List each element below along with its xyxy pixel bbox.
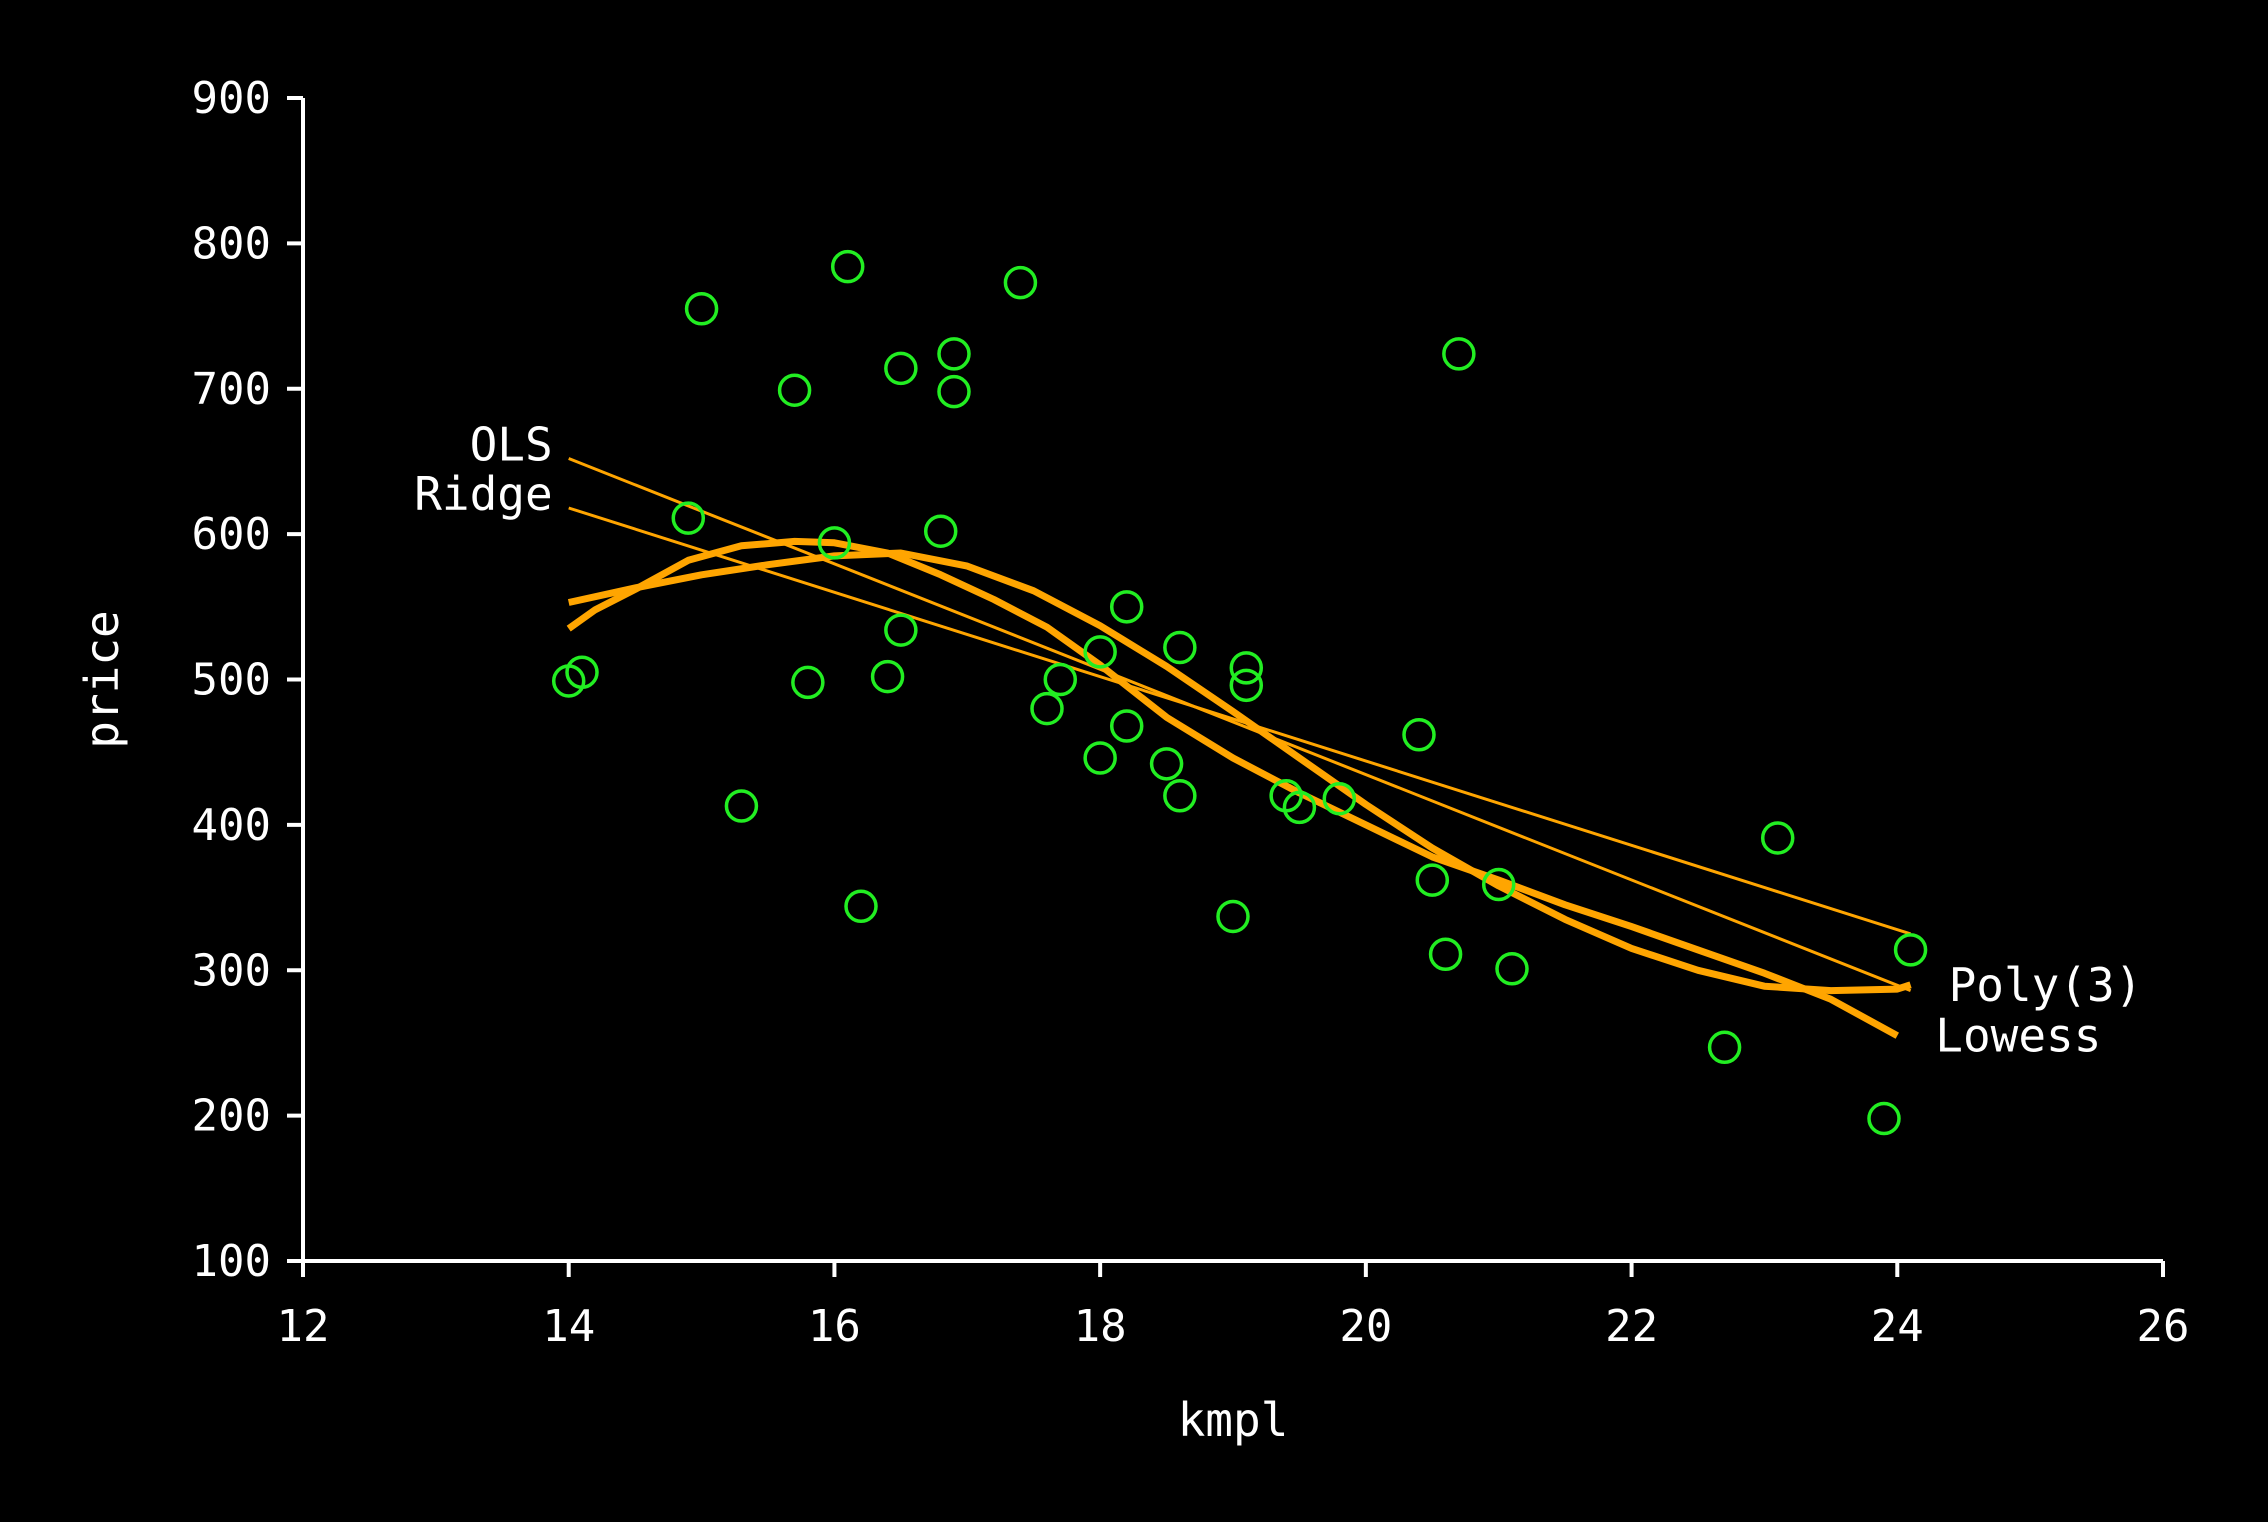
y-tick-label: 800 — [192, 218, 271, 269]
fit-label-lowess: Lowess — [1935, 1009, 2101, 1063]
x-tick-label: 16 — [808, 1301, 861, 1352]
y-tick-label: 300 — [192, 945, 271, 996]
scatter-point — [1442, 337, 1476, 371]
scatter-point — [1707, 1030, 1742, 1065]
scatter-point — [1229, 668, 1264, 703]
fits-layer — [566, 457, 1912, 1039]
fit-label-ols: OLS — [470, 418, 553, 472]
x-tick-label: 12 — [277, 1301, 330, 1352]
scatter-point — [923, 514, 958, 548]
scatter-point — [1893, 933, 1928, 967]
x-tick-label: 14 — [542, 1301, 595, 1352]
scatter-point — [1149, 747, 1184, 781]
y-tick-label: 100 — [192, 1236, 271, 1287]
fit-label-poly-3: Poly(3) — [1949, 958, 2143, 1012]
scatter-point — [565, 655, 599, 689]
scatter-point — [724, 789, 759, 823]
y-tick-label: 900 — [192, 73, 271, 124]
x-tick-label: 20 — [1339, 1301, 1392, 1352]
fit-line-ridge — [568, 506, 1912, 936]
points-layer — [551, 249, 1928, 1136]
x-tick-label: 18 — [1074, 1301, 1127, 1352]
scatter-point — [1495, 952, 1529, 986]
scatter-point — [791, 665, 825, 700]
scatter-point — [1163, 630, 1197, 665]
fit-line-lowess — [566, 537, 1899, 1039]
x-tick-label: 26 — [2137, 1301, 2190, 1352]
x-tick-label: 24 — [1871, 1301, 1924, 1352]
scatter-point — [1216, 899, 1250, 934]
scatter-point — [1043, 662, 1078, 697]
fit-line-ols — [568, 457, 1912, 992]
scatter-point — [1867, 1101, 1901, 1136]
x-axis-title: kmpl — [1178, 1393, 1289, 1447]
scatter-point — [1481, 867, 1516, 902]
x-tick-label: 22 — [1605, 1301, 1658, 1352]
scatter-point — [684, 292, 719, 326]
scatter-point — [844, 889, 878, 924]
y-tick-label: 400 — [192, 800, 271, 851]
scatter-point — [1282, 790, 1317, 825]
scatter-point — [1402, 717, 1436, 752]
scatter-point — [777, 373, 812, 407]
scatter-point — [1163, 779, 1197, 813]
scatter-point — [1003, 265, 1038, 300]
y-tick-label: 700 — [192, 364, 271, 415]
ticks-layer: 12 14 16 18 20 22 24 26 100 200 300 400 500 600 700 800… — [192, 73, 2190, 1352]
scatter-point — [1415, 863, 1450, 897]
scatter-point — [1109, 590, 1144, 624]
scatter-point — [1083, 741, 1117, 775]
scatter-point — [937, 374, 971, 409]
scatter-point — [884, 351, 918, 386]
scatter-point — [1109, 709, 1144, 743]
scatter-point — [817, 526, 852, 560]
y-tick-label: 600 — [192, 509, 271, 560]
scatter-point — [937, 337, 971, 371]
scatter-point — [884, 613, 918, 647]
scatter-point — [870, 659, 905, 694]
scatter-point — [1322, 781, 1357, 816]
scatter-point — [1428, 937, 1463, 972]
scatter-point — [1229, 651, 1264, 685]
scatter-point — [1030, 691, 1064, 726]
scatter-point — [671, 501, 706, 535]
y-axis-title: price — [75, 610, 129, 748]
scatter-point — [1760, 821, 1795, 855]
y-tick-label: 500 — [192, 655, 271, 706]
fit-label-ridge: Ridge — [414, 467, 552, 521]
scatter-point — [1083, 635, 1117, 669]
fit-line-poly-3 — [567, 549, 1912, 995]
y-tick-label: 200 — [192, 1091, 271, 1142]
scatter-point — [830, 249, 865, 284]
